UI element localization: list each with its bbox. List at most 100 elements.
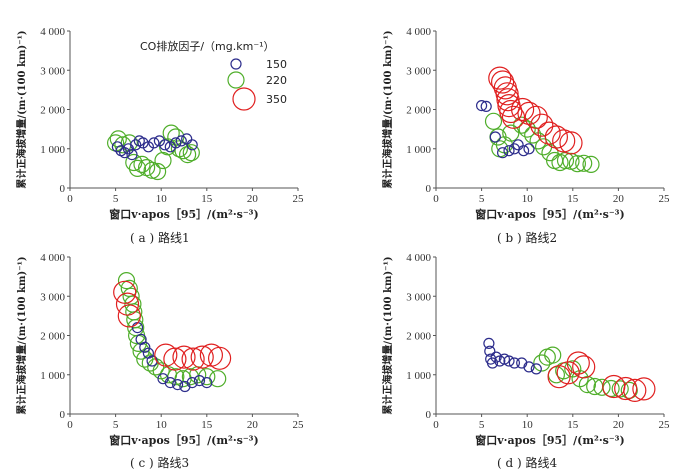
point-350 <box>530 113 554 137</box>
x-tick-label: 20 <box>247 193 259 205</box>
point-150 <box>159 139 171 151</box>
y-tick-label: 1 000 <box>40 144 65 156</box>
point-350 <box>623 378 647 402</box>
point-350 <box>113 280 137 304</box>
series-150 <box>483 337 542 375</box>
point-150 <box>186 377 198 389</box>
y-tick-label: 2 000 <box>40 331 65 343</box>
panel-d: ( d ) 路线4 0 5 10 15 20 25 0 1 000 2 000 3 000 4 00… <box>381 252 670 470</box>
x-axis-label: 窗口v·apos［95］/(m²·s⁻³) <box>109 433 258 447</box>
caption-c: ( c ) 路线3 <box>130 455 189 470</box>
legend-marker-220 <box>227 71 245 89</box>
x-tick-label: 10 <box>522 419 534 431</box>
point-350 <box>163 347 187 371</box>
point-220 <box>125 153 143 172</box>
x-tick-label: 15 <box>201 193 213 205</box>
x-tick-label: 0 <box>67 419 73 431</box>
point-350 <box>524 105 548 129</box>
point-150 <box>517 145 530 157</box>
series-220 <box>117 272 227 388</box>
series-350 <box>113 280 232 371</box>
point-150 <box>193 375 206 387</box>
x-tick-label: 5 <box>479 193 485 205</box>
legend-label-150: 150 <box>266 58 287 71</box>
x-tick-label: 5 <box>113 193 119 205</box>
point-150 <box>486 357 499 369</box>
y-tick-label: 1 000 <box>406 144 431 156</box>
point-350 <box>117 304 141 328</box>
y-tick-label: 3 000 <box>40 291 65 303</box>
y-tick-label: 0 <box>60 409 66 421</box>
point-220 <box>611 380 629 398</box>
y-tick-label: 4 000 <box>40 26 65 38</box>
point-150 <box>172 379 184 391</box>
point-150 <box>170 137 182 149</box>
point-150 <box>497 147 509 159</box>
point-220 <box>568 155 587 173</box>
y-tick-label: 2 000 <box>406 105 431 117</box>
x-tick-label: 5 <box>113 419 119 431</box>
caption-b: ( b ) 路线2 <box>497 230 557 245</box>
point-350 <box>559 131 583 155</box>
point-220 <box>149 162 167 181</box>
x-tick-label: 25 <box>293 193 305 205</box>
x-axis-label: 窗口v·apos［95］/(m²·s⁻³) <box>475 433 624 447</box>
point-220 <box>128 159 147 177</box>
y-tick-label: 3 000 <box>406 65 431 77</box>
point-350 <box>566 351 590 375</box>
y-tick-label: 0 <box>60 183 66 195</box>
y-tick-label: 4 000 <box>406 26 431 38</box>
point-350 <box>115 292 140 316</box>
point-150 <box>490 351 502 363</box>
series-350 <box>547 351 656 402</box>
y-tick-label: 0 <box>426 409 432 421</box>
x-tick-label: 0 <box>433 193 439 205</box>
point-350 <box>556 361 580 385</box>
y-tick-label: 3 000 <box>406 291 431 303</box>
point-350 <box>544 125 569 149</box>
point-350 <box>208 346 232 370</box>
panel-b: ( b ) 路线2 0 5 10 15 20 25 0 1 000 2 000 3 000 4 00… <box>381 26 670 245</box>
y-axis-label: 累计正海拔增量/(m·(100 km)⁻¹) <box>15 256 28 414</box>
point-350 <box>517 101 541 126</box>
point-150 <box>523 361 535 373</box>
legend-title: CO排放因子/（mg.km⁻¹） <box>140 39 275 53</box>
point-220 <box>544 346 562 364</box>
x-axis-label: 窗口v·apos［95］/(m²·s⁻³) <box>109 207 258 221</box>
point-150 <box>130 139 142 151</box>
point-150 <box>484 345 496 357</box>
point-150 <box>508 357 521 369</box>
series-150 <box>476 99 535 159</box>
point-150 <box>164 141 176 153</box>
point-350 <box>632 377 656 401</box>
point-150 <box>476 99 488 112</box>
point-220 <box>182 144 200 162</box>
y-tick-label: 4 000 <box>406 252 431 264</box>
x-tick-label: 0 <box>67 193 73 205</box>
point-350 <box>491 70 515 94</box>
x-tick-label: 15 <box>567 193 579 205</box>
x-tick-label: 20 <box>247 419 259 431</box>
y-tick-label: 3 000 <box>40 65 65 77</box>
y-axis-label: 累计正海拔增量/(m·(100 km)⁻¹) <box>381 256 394 414</box>
point-150 <box>175 135 187 147</box>
point-350 <box>537 121 561 145</box>
point-220 <box>133 155 151 173</box>
point-150 <box>111 141 124 153</box>
point-220 <box>198 368 216 386</box>
series-220 <box>106 124 200 181</box>
caption-a: ( a ) 路线1 <box>130 230 190 245</box>
point-220 <box>518 120 536 138</box>
y-tick-label: 2 000 <box>40 105 65 117</box>
point-350 <box>501 105 526 129</box>
point-150 <box>201 377 213 389</box>
legend-item-220: 220 <box>227 71 287 89</box>
legend-item-150: 150 <box>230 58 287 71</box>
point-350 <box>495 82 519 106</box>
point-150 <box>530 363 542 375</box>
x-tick-label: 15 <box>201 419 213 431</box>
point-220 <box>593 378 611 396</box>
legend-marker-350 <box>232 87 256 111</box>
legend: CO排放因子/（mg.km⁻¹） 150 220 350 <box>140 39 287 111</box>
point-150 <box>148 137 160 149</box>
